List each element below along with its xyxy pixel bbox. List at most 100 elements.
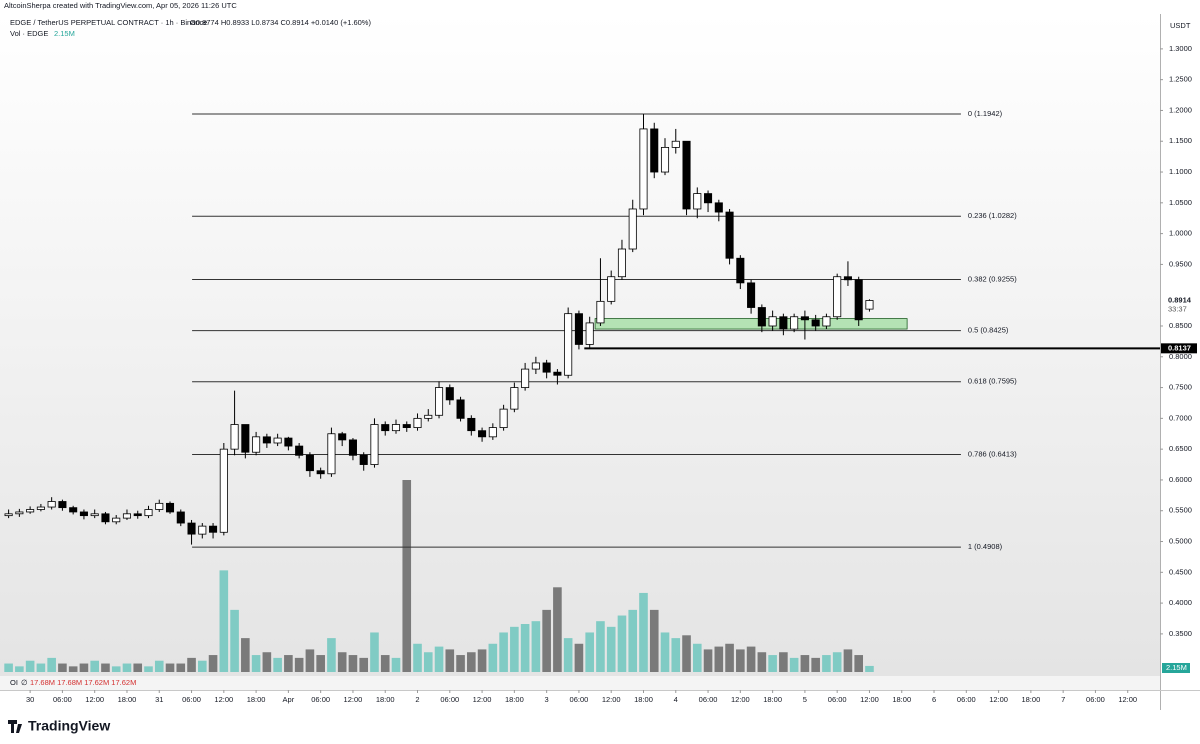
x-tick-label: 4 [674,695,678,704]
volume-bar [316,655,325,672]
countdown-label: 33:37 [1168,304,1187,313]
volume-bar [639,592,648,672]
candle-body [209,525,218,533]
volume-bar [520,624,530,672]
volume-bar [25,660,35,672]
candle-body [144,509,153,517]
candle-body [650,128,659,173]
candle-body [790,316,799,330]
candle-body [585,322,594,345]
y-tick-label: 0.8000 [1169,352,1192,361]
volume-bar [499,632,508,672]
volume-bar [176,663,186,672]
volume-bar [187,657,196,672]
candle-body [693,193,702,210]
candle-body [4,513,13,517]
hline-tag-label: 0.8137 [1168,343,1191,352]
candle-body [219,448,228,533]
candle-body [359,454,368,465]
volume-bar [563,638,573,672]
candle-body [402,424,411,428]
volume-bar [144,666,153,672]
x-tick-label: 06:00 [699,695,718,704]
y-tick-label: 1.0000 [1169,229,1192,238]
volume-bar [757,652,767,672]
y-tick-label: 1.3000 [1169,44,1192,53]
volume-bar [768,655,777,672]
candle-body [15,511,24,515]
volume-bar [574,643,584,672]
plot-bg [0,14,1160,676]
x-tick-label: 12:00 [214,695,233,704]
volume-bar [617,615,627,672]
volume-bar [294,657,304,672]
candle-body [262,436,271,444]
volume-bar [779,652,788,672]
candle-body [338,433,347,441]
candle-body [768,316,777,327]
candle-body [36,506,45,510]
ohlc-readout: O0.8774 H0.8933 L0.8734 C0.8914 +0.0140 … [190,18,371,27]
volume-bar [273,657,282,672]
candle-body [348,439,357,456]
candle-body [467,417,476,432]
candle-body [531,362,540,370]
volume-bar [36,663,46,672]
volume-bar [649,609,659,672]
candle-body [241,424,250,453]
candle-body [521,368,530,388]
candle-body [69,507,78,513]
candle-body [47,501,56,508]
oi-title: OI [10,678,18,687]
x-tick-label: 12:00 [860,695,879,704]
y-tick-label: 1.1000 [1169,167,1192,176]
fib-label: 0.236 (1.0282) [968,211,1017,220]
candle-body [381,424,390,432]
candle-body [391,424,401,432]
candle-body [112,517,121,523]
candle-body [682,140,691,210]
volume-bar [843,649,853,672]
volume-bar [197,660,207,672]
volume-readout: 2.15M [54,29,75,38]
y-tick-label: 0.6500 [1169,444,1192,453]
volume-bar [606,626,616,672]
candle-body [413,417,422,428]
volume-bar [58,663,67,672]
volume-bar [251,655,261,672]
volume-bar [370,632,379,672]
y-tick-label: 0.7000 [1169,413,1192,422]
x-tick-label: 06:00 [957,695,976,704]
volume-bar [703,649,713,672]
candle-body [79,511,88,517]
volume-bar [413,643,422,672]
candle-body [779,316,788,330]
candle-body [435,387,444,416]
volume-bar [746,646,756,672]
candle-body [273,437,282,444]
fib-label: 1 (0.4908) [968,542,1003,551]
fib-label: 0.618 (0.7595) [968,377,1017,386]
candle-body [736,257,745,284]
x-tick-label: 06:00 [570,695,589,704]
y-tick-label: 1.2000 [1169,105,1192,114]
volume-bar [380,655,390,672]
volume-bar [241,638,250,672]
x-tick-label: 2 [415,695,419,704]
x-tick-label: 12:00 [602,695,621,704]
x-tick-label: 12:00 [473,695,492,704]
candle-body [553,371,562,376]
volume-bar [423,652,433,672]
candle-body [284,437,293,447]
candle-body [574,313,583,345]
candle-body [704,193,713,204]
volume-bar [133,663,143,672]
candle-body [628,208,637,250]
x-tick-label: 18:00 [247,695,266,704]
oi-symbol: ∅ [21,678,28,687]
candle-body [155,502,164,510]
volume-bar [434,646,444,672]
candle-body [607,276,616,302]
candle-body [370,424,379,465]
